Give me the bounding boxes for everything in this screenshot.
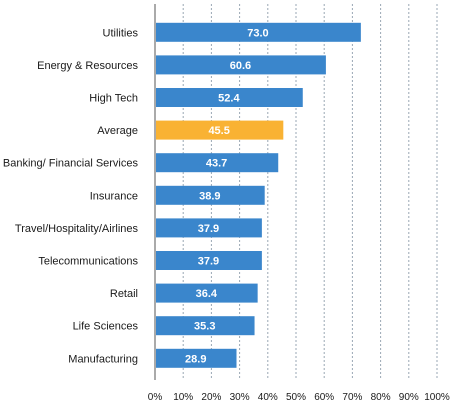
data-label: 37.9: [198, 223, 219, 235]
x-tick-label: 10%: [173, 392, 193, 403]
bar-utilities: [156, 22, 361, 42]
bar-energy-resources: [156, 55, 326, 75]
x-tick-label: 50%: [286, 392, 306, 403]
bar-high-tech: [156, 88, 303, 107]
data-label: 52.4: [218, 93, 240, 105]
bar-travel-hospitality-airlines: [156, 218, 262, 238]
data-label: 28.9: [185, 353, 206, 365]
category-label: Travel/Hospitality/Airlines: [15, 223, 139, 235]
category-label: Retail: [110, 288, 138, 300]
x-tick-label: 0%: [148, 392, 163, 403]
bar-life-sciences: [156, 316, 255, 336]
data-label: 45.5: [208, 125, 229, 137]
category-label: Life Sciences: [73, 321, 139, 333]
data-label: 43.7: [206, 158, 227, 170]
x-tick-label: 40%: [258, 392, 278, 403]
bar-manufacturing: [156, 348, 237, 368]
x-tick-label: 20%: [201, 392, 221, 403]
category-label: Insurance: [90, 190, 138, 202]
bar-telecommunications: [156, 251, 262, 270]
data-label: 37.9: [198, 256, 219, 268]
x-tick-label: 60%: [314, 392, 334, 403]
data-label: 73.0: [247, 27, 268, 39]
bars: 73.0 60.6 52.4 45.5 43.7 38.9 37.9 37.9 36.4 35.3…: [156, 22, 361, 368]
category-label: Utilities: [103, 27, 139, 39]
data-label: 38.9: [199, 190, 220, 202]
category-label: Telecommunications: [38, 256, 138, 268]
category-label: Average: [97, 125, 138, 137]
data-label: 60.6: [230, 60, 251, 72]
category-label: Banking/ Financial Services: [3, 158, 139, 170]
x-tick-label: 100%: [424, 392, 450, 403]
category-label: Energy & Resources: [37, 60, 138, 72]
bar-banking-financial-services: [156, 153, 279, 173]
bar-insurance: [156, 185, 265, 205]
x-tick-label: 80%: [371, 392, 391, 403]
category-label: High Tech: [89, 93, 138, 105]
x-tick-label: 30%: [230, 392, 250, 403]
bar-average: [156, 120, 284, 140]
data-label: 36.4: [196, 288, 218, 300]
x-axis-ticks: 0% 10% 20% 30% 40% 50% 60% 70% 80% 90% 100%: [148, 392, 450, 403]
category-label: Manufacturing: [68, 353, 138, 365]
x-tick-label: 90%: [399, 392, 419, 403]
x-tick-label: 70%: [342, 392, 362, 403]
data-label: 35.3: [194, 321, 215, 333]
bar-retail: [156, 283, 258, 303]
category-labels: Utilities Energy & Resources High Tech Aver…: [3, 27, 139, 365]
